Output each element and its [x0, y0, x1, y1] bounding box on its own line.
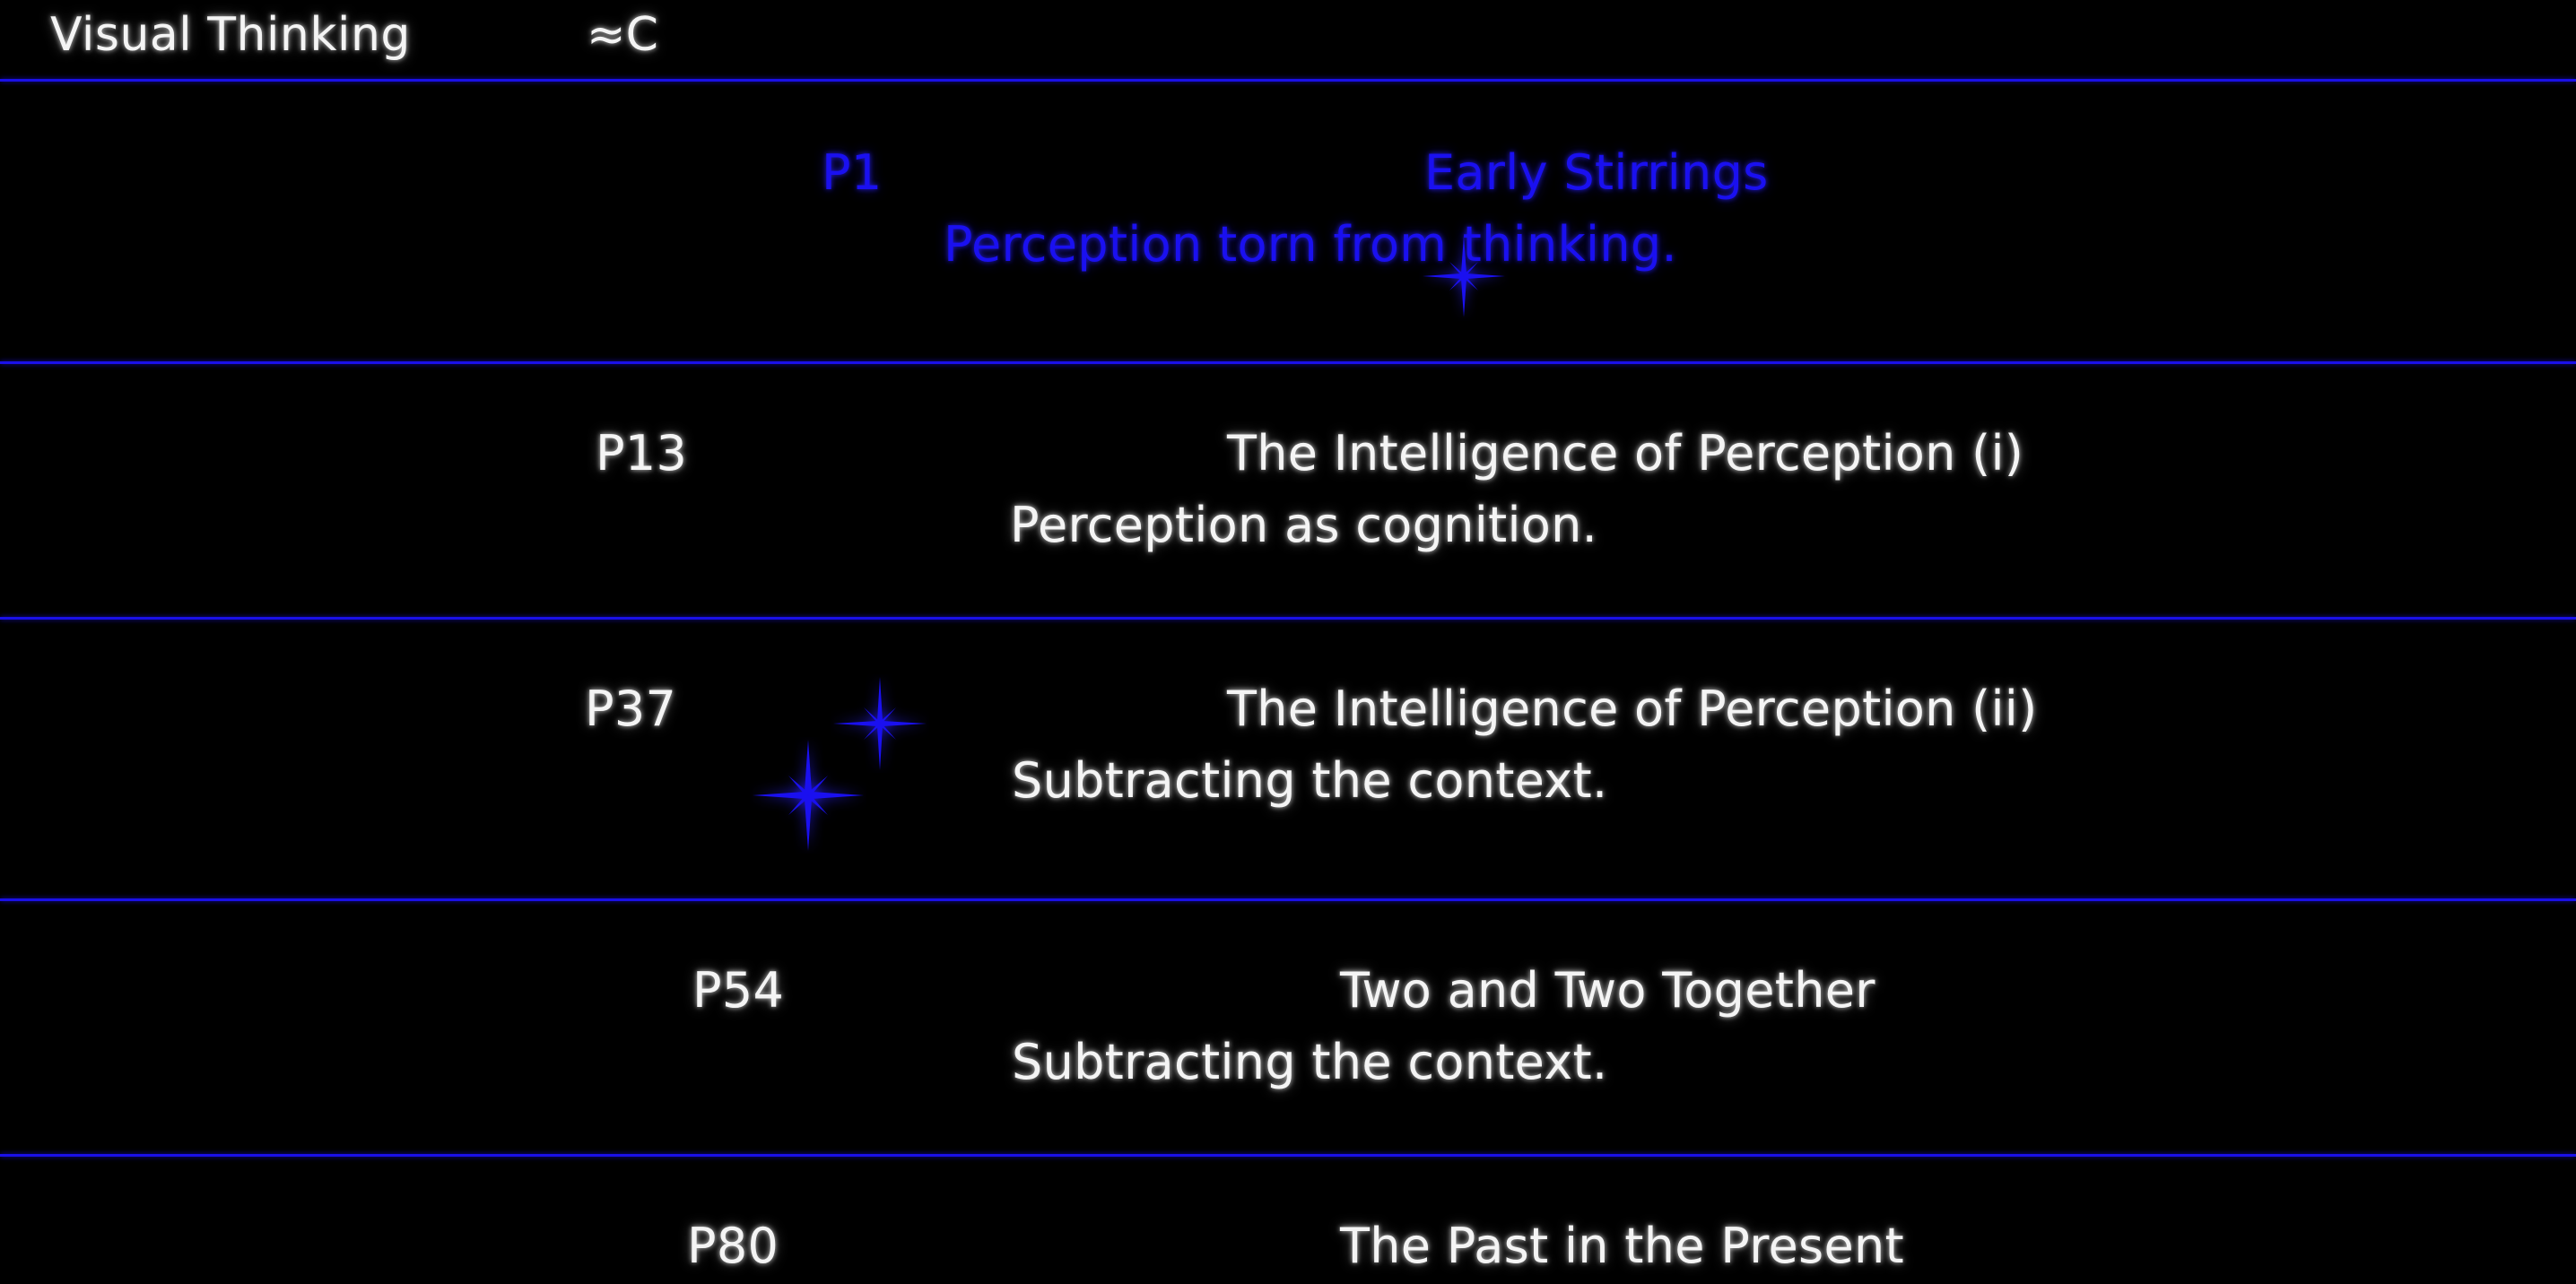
chapter-title: The Past in the Present: [1340, 1218, 1904, 1274]
approx-c-button[interactable]: ≈C: [587, 8, 658, 62]
chapter-title: The Intelligence of Perception (ii): [1227, 681, 2038, 737]
sparkle-icon: [753, 740, 864, 851]
divider: [0, 361, 2576, 364]
chapter-row-p1[interactable]: P1 Early Stirrings Perception torn from …: [0, 82, 2576, 361]
chapter-page-number: P37: [585, 681, 677, 737]
divider: [0, 898, 2576, 901]
chapter-page-number: P80: [687, 1218, 779, 1274]
chapter-title: Two and Two Together: [1340, 962, 1875, 1019]
divider: [0, 1154, 2576, 1157]
chapter-row-p54[interactable]: P54 Two and Two Together Subtracting the…: [0, 901, 2576, 1154]
chapter-subtitle: Perception as cognition.: [1010, 497, 1598, 553]
chapter-subtitle: Subtracting the context.: [1012, 752, 1608, 809]
sparkle-icon: [833, 677, 927, 770]
divider: [0, 79, 2576, 82]
chapter-row-p37[interactable]: P37 The Intelligence of Perception (ii) …: [0, 620, 2576, 898]
divider: [0, 617, 2576, 620]
chapter-page-number: P13: [596, 425, 688, 482]
chapter-subtitle: Subtracting the context.: [1012, 1034, 1608, 1090]
chapter-row-p13[interactable]: P13 The Intelligence of Perception (i) P…: [0, 364, 2576, 617]
chapter-row-p80[interactable]: P80 The Past in the Present: [0, 1157, 2576, 1284]
app-title: Visual Thinking: [50, 8, 411, 62]
chapter-page-number: P54: [692, 962, 785, 1019]
chapter-title: Early Stirrings: [1424, 144, 1769, 201]
chapter-title: The Intelligence of Perception (i): [1227, 425, 2024, 482]
chapter-subtitle: Perception torn from thinking.: [944, 216, 1677, 273]
chapter-page-number: P1: [822, 144, 883, 201]
